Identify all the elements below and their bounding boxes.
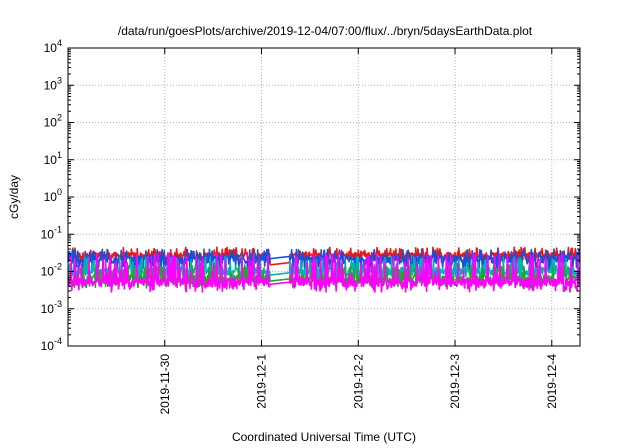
y-tick-label: 101	[44, 150, 62, 167]
x-tick-label: 2019-12-4	[545, 354, 559, 409]
y-tick-label: 100	[44, 187, 62, 204]
x-tick-label: 2019-12-1	[255, 354, 269, 409]
y-tick-label: 10-1	[41, 224, 62, 241]
x-axis: 2019-11-30 2019-12-1 2019-12-2 2019-12-3 201…	[158, 48, 559, 415]
y-tick-label: 10-4	[41, 336, 62, 353]
series-line	[67, 252, 581, 293]
y-axis: 10-4 10-3 10-2 10-1 100 101 102 103 104	[41, 38, 580, 353]
x-axis-label: Coordinated Universal Time (UTC)	[232, 430, 416, 444]
x-tick-label: 2019-12-3	[448, 354, 462, 409]
y-tick-label: 10-2	[41, 262, 62, 279]
y-tick-label: 103	[44, 75, 62, 92]
y-tick-label: 10-3	[41, 299, 62, 316]
x-tick-label: 2019-11-30	[158, 354, 172, 415]
chart-title: /data/run/goesPlots/archive/2019-12-04/0…	[118, 24, 533, 38]
y-tick-label: 102	[44, 113, 62, 130]
y-tick-label: 104	[44, 38, 62, 55]
y-axis-label: cGy/day	[7, 175, 21, 219]
grid	[68, 48, 580, 346]
x-tick-label: 2019-12-2	[351, 354, 365, 409]
series-group	[67, 246, 581, 293]
